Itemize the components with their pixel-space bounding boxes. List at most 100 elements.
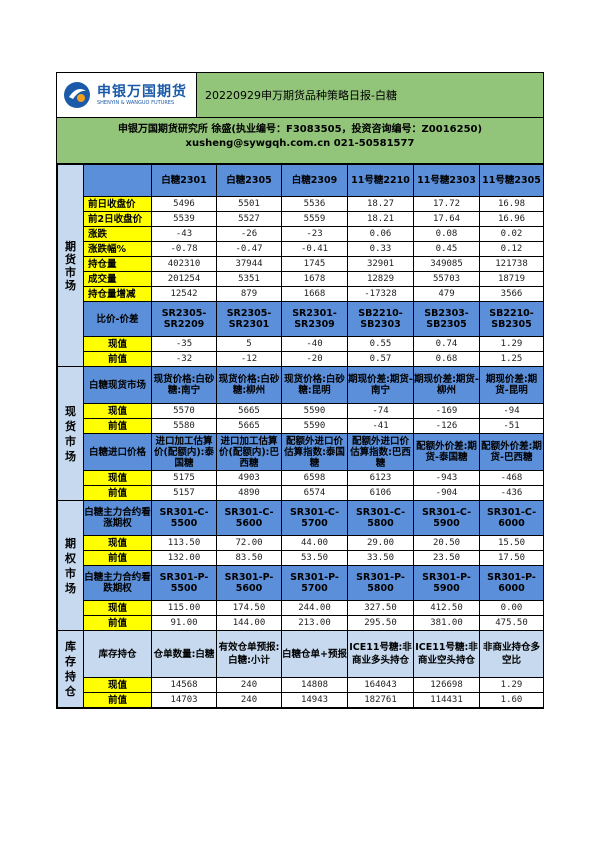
table-cell: 4903 [216, 470, 282, 486]
row-label: 前值 [83, 550, 152, 566]
table-cell: -169 [413, 403, 480, 419]
table-cell: -436 [479, 485, 544, 501]
table-cell: -74 [347, 403, 414, 419]
table-cell: 114431 [413, 692, 480, 708]
row-label: 前值 [83, 418, 152, 434]
futures-column-header: 白糖2301 [151, 164, 217, 197]
import-column-header: 配额外价差:期货-巴西糖 [479, 433, 544, 471]
row-label: 前2日收盘价 [83, 211, 152, 227]
put-column-header: SR301-P-5600 [216, 565, 282, 601]
data-table: 期货 市场 白糖2301 白糖2305 白糖2309 11号糖2210 11号糖… [57, 164, 544, 708]
table-cell: 18.21 [347, 211, 414, 227]
table-cell: 0.68 [413, 351, 480, 367]
table-cell: -17328 [347, 286, 414, 302]
table-cell: -35 [151, 336, 217, 352]
table-cell: 5590 [281, 418, 348, 434]
table-cell: 0.74 [413, 336, 480, 352]
spot-column-header: 期现价差:期货-昆明 [479, 366, 544, 404]
table-cell: 5570 [151, 403, 217, 419]
spread-column-header: SR2301-SR2309 [281, 301, 348, 337]
table-cell: 17.72 [413, 196, 480, 212]
import-column-header: 进口加工估算价(配额内):巴西糖 [216, 433, 282, 471]
row-label: 现值 [83, 336, 152, 352]
call-column-header: SR301-C-6000 [479, 500, 544, 536]
table-cell: 5580 [151, 418, 217, 434]
call-column-header: SR301-C-5700 [281, 500, 348, 536]
table-cell: 0.55 [347, 336, 414, 352]
inventory-column-header: 白糖仓单+预报 [281, 630, 348, 678]
analyst-contact-line: xusheng@sywgqh.com.cn 021-50581577 [185, 138, 415, 149]
table-cell: 0.02 [479, 226, 544, 242]
put-column-header: SR301-P-5700 [281, 565, 348, 601]
row-label: 前日收盘价 [83, 196, 152, 212]
table-cell: 16.96 [479, 211, 544, 227]
spot-group-label: 白糖现货市场 [83, 366, 152, 404]
table-cell: 240 [216, 677, 282, 693]
table-row: 现值 5570 5665 5590 -74 -169 -94 [58, 403, 544, 419]
row-label: 前值 [83, 615, 152, 631]
table-cell: 164043 [347, 677, 414, 693]
import-group-label: 白糖进口价格 [83, 433, 152, 471]
row-label: 现值 [83, 600, 152, 616]
table-row: 前值 91.00 144.00 213.00 295.50 381.00 475… [58, 615, 544, 631]
table-row: 涨跌幅% -0.78 -0.47 -0.41 0.33 0.45 0.12 [58, 241, 544, 257]
table-cell: 55703 [413, 271, 480, 287]
row-label: 现值 [83, 535, 152, 551]
futures-section-label: 期货 市场 [57, 164, 84, 367]
table-cell: 18719 [479, 271, 544, 287]
table-cell: 6574 [281, 485, 348, 501]
table-cell: 6106 [347, 485, 414, 501]
table-cell: 5496 [151, 196, 217, 212]
row-label: 前值 [83, 351, 152, 367]
spot-column-header: 期现价差:期货-南宁 [347, 366, 414, 404]
row-label: 持仓量 [83, 256, 152, 272]
table-cell: 14808 [281, 677, 348, 693]
futures-column-header: 11号糖2210 [347, 164, 414, 197]
import-column-header: 配额外价差:期货-泰国糖 [413, 433, 480, 471]
spot-header-row: 现货 市场 白糖现货市场 现货价格:白砂糖:南宁 现货价格:白砂糖:柳州 现货价… [57, 366, 544, 501]
spread-label: 比价-价差 [83, 301, 152, 337]
spread-column-header: SR2305-SR2209 [151, 301, 217, 337]
call-column-header: SR301-C-5800 [347, 500, 414, 536]
table-cell: 126698 [413, 677, 480, 693]
inventory-section-label: 库存 持仓 [57, 630, 84, 708]
report-header: 申银万国期货 SHENYIN & WANGUO FUTURES 20220929… [57, 73, 543, 118]
shenyin-wanguo-logo-icon [64, 82, 90, 108]
table-row: 现值 113.50 72.00 44.00 29.00 20.50 15.50 [58, 535, 544, 551]
table-cell: 5 [216, 336, 282, 352]
table-cell: 53.50 [281, 550, 348, 566]
call-group-label: 白糖主力合约看涨期权 [83, 500, 152, 536]
inventory-column-header: 有效仓单预报:白糖:小计 [216, 630, 282, 678]
table-row: 持仓量增减 12542 879 1668 -17328 479 3566 [58, 286, 544, 302]
table-cell: -20 [281, 351, 348, 367]
table-cell: 381.00 [413, 615, 480, 631]
import-column-header: 配额外进口价估算指数:泰国糖 [281, 433, 348, 471]
table-cell: 327.50 [347, 600, 414, 616]
call-header-row: 期权 市场 白糖主力合约看涨期权 SR301-C-5500 SR301-C-56… [57, 500, 544, 631]
table-cell: 182761 [347, 692, 414, 708]
table-cell: 402310 [151, 256, 217, 272]
table-cell: -32 [151, 351, 217, 367]
table-row: 前2日收盘价 5539 5527 5559 18.21 17.64 16.96 [58, 211, 544, 227]
put-group-label: 白糖主力合约看跌期权 [83, 565, 152, 601]
inventory-column-header: 仓单数量:白糖 [151, 630, 217, 678]
table-cell: 6123 [347, 470, 414, 486]
table-cell: -40 [281, 336, 348, 352]
table-cell: 5527 [216, 211, 282, 227]
table-cell: 201254 [151, 271, 217, 287]
row-label: 成交量 [83, 271, 152, 287]
table-cell: 16.98 [479, 196, 544, 212]
analyst-name-line: 申银万国期货研究所 徐盛(执业编号：F3083505，投资咨询编号：Z00162… [117, 124, 483, 135]
put-column-header: SR301-P-5500 [151, 565, 217, 601]
table-cell: 32901 [347, 256, 414, 272]
table-row: 现值 115.00 174.50 244.00 327.50 412.50 0.… [58, 600, 544, 616]
table-cell: -41 [347, 418, 414, 434]
row-label: 涨跌 [83, 226, 152, 242]
table-cell: 115.00 [151, 600, 217, 616]
company-logo: 申银万国期货 SHENYIN & WANGUO FUTURES [57, 73, 197, 117]
table-cell: 0.12 [479, 241, 544, 257]
table-cell: -943 [413, 470, 480, 486]
table-cell: 132.00 [151, 550, 217, 566]
call-column-header: SR301-C-5900 [413, 500, 480, 536]
table-row: 前值 132.00 83.50 53.50 33.50 23.50 17.50 [58, 550, 544, 566]
